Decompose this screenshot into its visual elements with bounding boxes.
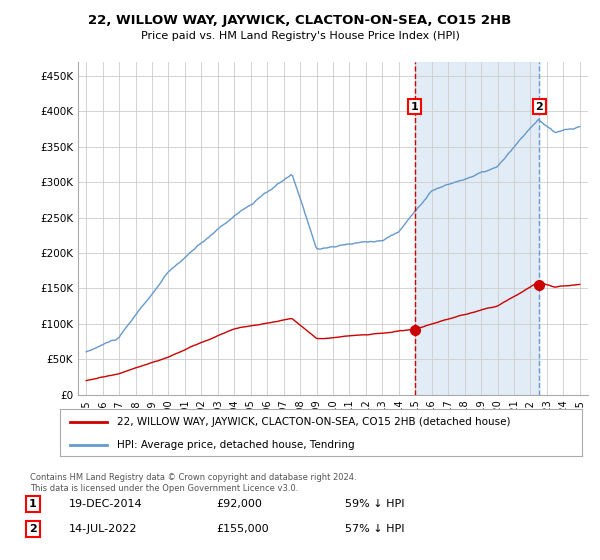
Text: 14-JUL-2022: 14-JUL-2022	[69, 524, 137, 534]
Text: HPI: Average price, detached house, Tendring: HPI: Average price, detached house, Tend…	[118, 440, 355, 450]
Bar	[415, 62, 539, 395]
Text: 2: 2	[29, 524, 37, 534]
Text: 22, WILLOW WAY, JAYWICK, CLACTON-ON-SEA, CO15 2HB (detached house): 22, WILLOW WAY, JAYWICK, CLACTON-ON-SEA,…	[118, 417, 511, 427]
Text: Contains HM Land Registry data © Crown copyright and database right 2024.
This d: Contains HM Land Registry data © Crown c…	[30, 473, 356, 493]
Text: 1: 1	[411, 101, 418, 111]
Text: £92,000: £92,000	[216, 499, 262, 509]
Text: Price paid vs. HM Land Registry's House Price Index (HPI): Price paid vs. HM Land Registry's House …	[140, 31, 460, 41]
Text: 1: 1	[29, 499, 37, 509]
Text: 22, WILLOW WAY, JAYWICK, CLACTON-ON-SEA, CO15 2HB: 22, WILLOW WAY, JAYWICK, CLACTON-ON-SEA,…	[88, 14, 512, 27]
Text: 2: 2	[535, 101, 543, 111]
Text: 59% ↓ HPI: 59% ↓ HPI	[345, 499, 404, 509]
Text: 57% ↓ HPI: 57% ↓ HPI	[345, 524, 404, 534]
Text: 19-DEC-2014: 19-DEC-2014	[69, 499, 143, 509]
Text: £155,000: £155,000	[216, 524, 269, 534]
